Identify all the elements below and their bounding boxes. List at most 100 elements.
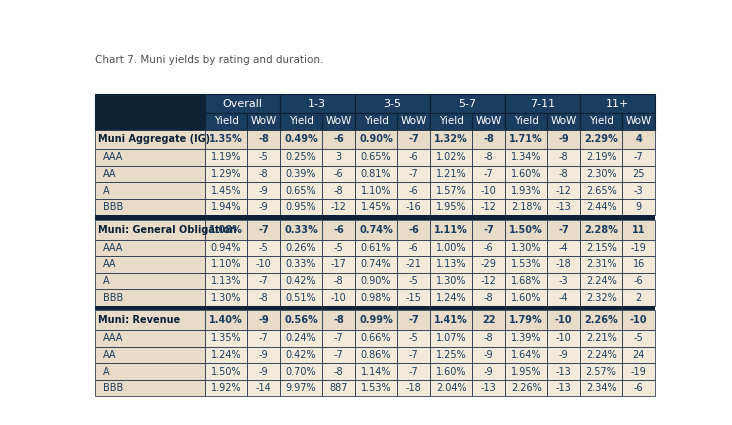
Bar [472,273,505,289]
Text: 2.44%: 2.44% [586,202,616,212]
Bar [430,149,472,166]
Bar [205,199,247,215]
Bar [322,166,355,182]
Bar [355,240,397,256]
Bar [355,311,397,330]
Text: 7-11: 7-11 [530,99,555,108]
Text: -15: -15 [406,292,422,303]
Bar [247,330,280,347]
Bar [322,240,355,256]
Text: -7: -7 [258,276,269,286]
Text: Yield: Yield [288,116,313,126]
Text: 1-3: 1-3 [308,99,326,108]
Text: -9: -9 [484,350,493,360]
Bar [622,289,655,306]
Bar [430,347,472,363]
Bar [322,347,355,363]
Bar [205,130,247,149]
Text: 0.26%: 0.26% [285,243,316,253]
Text: -3: -3 [634,186,643,196]
Text: 2: 2 [635,292,642,303]
Bar [397,130,430,149]
Bar [397,199,430,215]
Bar [622,330,655,347]
Bar [205,380,247,397]
Text: 1.34%: 1.34% [511,153,542,162]
Bar [247,199,280,215]
Text: 0.74%: 0.74% [361,260,392,269]
Text: 1.19%: 1.19% [211,153,242,162]
Text: -9: -9 [484,366,493,377]
Text: 1.07%: 1.07% [436,333,466,343]
Bar [548,220,580,240]
Bar [548,240,580,256]
Bar [95,94,205,113]
Bar [472,220,505,240]
Bar [322,380,355,397]
Text: Chart 7. Muni yields by rating and duration.: Chart 7. Muni yields by rating and durat… [95,55,324,65]
Text: -6: -6 [333,225,344,235]
Text: AA: AA [103,260,116,269]
Text: 1.68%: 1.68% [511,276,542,286]
Bar [280,149,322,166]
Text: 1.92%: 1.92% [211,383,242,393]
Bar [430,182,472,199]
Bar [430,289,472,306]
Text: -9: -9 [559,134,569,145]
Bar [622,363,655,380]
Bar [280,220,322,240]
Bar [622,182,655,199]
Bar [280,380,322,397]
Text: -12: -12 [331,202,346,212]
Bar [548,273,580,289]
Text: -6: -6 [333,134,344,145]
Text: -9: -9 [258,366,269,377]
Text: -7: -7 [258,333,269,343]
Bar [622,199,655,215]
Text: 9.97%: 9.97% [285,383,316,393]
Bar [355,363,397,380]
Text: 1.32%: 1.32% [434,134,468,145]
Bar [505,149,548,166]
Bar [397,289,430,306]
Text: 1.02%: 1.02% [436,153,466,162]
Text: 0.65%: 0.65% [361,153,392,162]
Bar [580,113,622,130]
Bar [247,113,280,130]
Bar [472,130,505,149]
Bar [280,130,322,149]
Bar [205,311,247,330]
Text: -13: -13 [556,366,572,377]
Bar [280,166,322,182]
Bar [95,330,205,347]
Text: Muni: General Obligation: Muni: General Obligation [99,225,237,235]
Bar [430,220,472,240]
Text: 0.42%: 0.42% [285,276,316,286]
Text: Yield: Yield [364,116,389,126]
Bar [322,273,355,289]
Bar [472,330,505,347]
Bar [355,380,397,397]
Text: 0.94%: 0.94% [211,243,242,253]
Text: -7: -7 [634,153,643,162]
Bar [322,113,355,130]
Bar [205,149,247,166]
Bar [205,94,280,113]
Text: Yield: Yield [438,116,463,126]
Bar [505,330,548,347]
Text: 0.24%: 0.24% [285,333,316,343]
Text: 1.95%: 1.95% [511,366,542,377]
Bar [430,240,472,256]
Text: 0.90%: 0.90% [361,276,392,286]
Bar [430,94,505,113]
Text: 1.64%: 1.64% [511,350,542,360]
Text: -7: -7 [334,350,343,360]
Text: BBB: BBB [103,383,124,393]
Bar [205,273,247,289]
Text: AAA: AAA [103,153,124,162]
Text: -7: -7 [484,169,493,179]
Bar [505,166,548,182]
Bar [355,113,397,130]
Bar [505,220,548,240]
Text: -18: -18 [406,383,422,393]
